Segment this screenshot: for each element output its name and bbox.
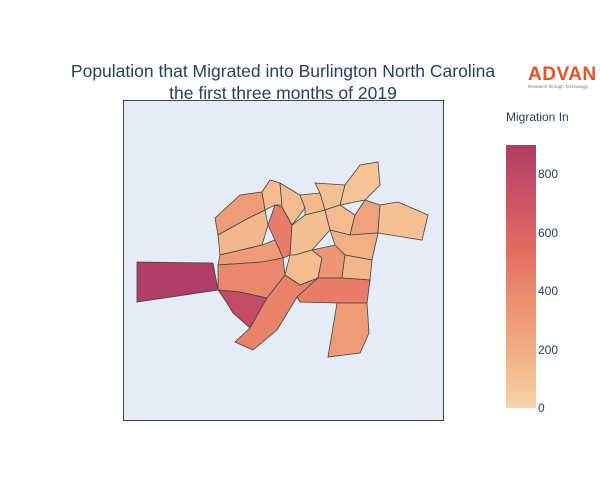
colorbar-tick-label: 600	[538, 225, 559, 240]
map-region[interactable]	[327, 302, 370, 358]
logo-tagline: Research through Technology	[528, 84, 588, 89]
colorbar-tick-label: 0	[538, 401, 545, 415]
chart-title-line-1: Population that Migrated into Burlington…	[70, 61, 496, 81]
chart-title-line-2: the first three months of 2019	[169, 83, 397, 103]
map-region[interactable]	[279, 182, 306, 226]
map-region[interactable]	[234, 274, 319, 351]
colorbar-tick-label: 400	[538, 284, 559, 299]
logo-name: ADVAN	[528, 64, 597, 85]
colorbar-tick-label: 200	[538, 342, 559, 357]
map-region[interactable]	[136, 261, 219, 303]
advan-logo: ADVAN Research through Technology	[528, 64, 597, 89]
map-region[interactable]	[296, 277, 371, 304]
colorbar	[506, 145, 536, 408]
colorbar-title: Migration In	[506, 110, 569, 124]
colorbar-tick-label: 800	[538, 167, 559, 182]
